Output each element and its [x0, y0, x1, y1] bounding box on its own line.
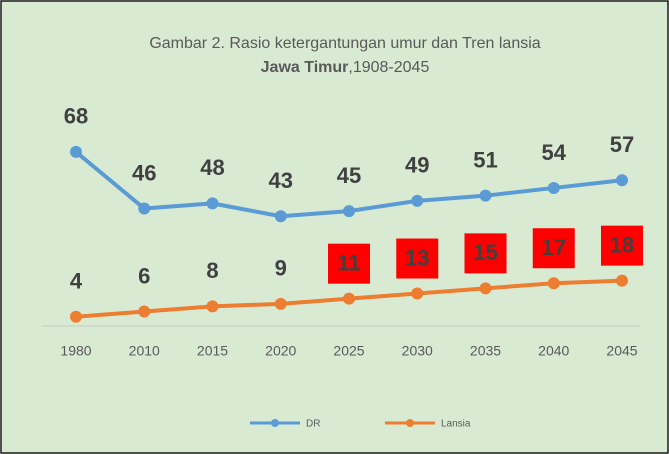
data-label: 18	[610, 232, 634, 257]
data-label: 51	[473, 147, 497, 172]
legend-marker	[406, 419, 414, 427]
x-tick-label: 2025	[333, 343, 364, 359]
point	[70, 310, 82, 323]
data-label: 8	[206, 258, 218, 283]
data-label: 17	[542, 235, 566, 260]
label-highlight	[532, 228, 575, 269]
data-label: 68	[64, 104, 88, 129]
point	[616, 274, 628, 287]
point	[479, 282, 492, 295]
data-label: 6	[138, 263, 150, 288]
point	[479, 189, 492, 202]
point	[274, 297, 287, 310]
x-tick-label: 2015	[197, 343, 228, 359]
point	[70, 145, 82, 158]
data-label: 48	[200, 155, 224, 180]
point	[616, 174, 628, 187]
data-label: 46	[132, 160, 156, 185]
point	[138, 202, 151, 215]
label-highlight	[328, 243, 370, 284]
x-tick-label: 1980	[60, 343, 91, 359]
x-tick-label: 2020	[265, 343, 296, 359]
point	[206, 300, 219, 313]
x-tick-label: 2040	[538, 343, 569, 359]
data-label: 4	[70, 269, 83, 294]
x-tick-label: 2010	[129, 343, 160, 359]
data-label: 9	[275, 256, 287, 281]
data-label: 57	[610, 132, 634, 157]
point	[274, 210, 287, 223]
point	[547, 277, 560, 290]
data-label: 15	[473, 240, 497, 265]
x-tick-label: 2035	[470, 343, 501, 359]
subtitle-rest: ,1908-2045	[348, 59, 429, 76]
data-label: 43	[269, 168, 293, 193]
label-highlight	[601, 225, 643, 266]
point	[343, 205, 355, 218]
point	[206, 197, 219, 210]
legend-marker	[271, 419, 279, 427]
x-tick-label: 2045	[606, 343, 637, 359]
chart-subtitle: Jawa Timur,1908-2045	[261, 59, 430, 76]
data-label: 45	[337, 163, 361, 188]
label-highlight	[464, 233, 507, 274]
subtitle-bold: Jawa Timur	[261, 59, 349, 76]
label-highlight	[396, 238, 439, 279]
point	[343, 292, 355, 305]
point	[138, 305, 151, 318]
point	[411, 287, 424, 300]
point	[411, 194, 424, 207]
data-label: 13	[405, 245, 429, 270]
data-label: 54	[542, 140, 567, 165]
data-label: 11	[337, 250, 360, 275]
chart-title: Gambar 2. Rasio ketergantungan umur dan …	[149, 35, 540, 52]
point	[547, 181, 560, 194]
x-tick-label: 2030	[402, 343, 433, 359]
legend-label: DR	[306, 419, 320, 430]
legend-label: Lansia	[441, 419, 471, 430]
data-label: 49	[405, 153, 429, 178]
